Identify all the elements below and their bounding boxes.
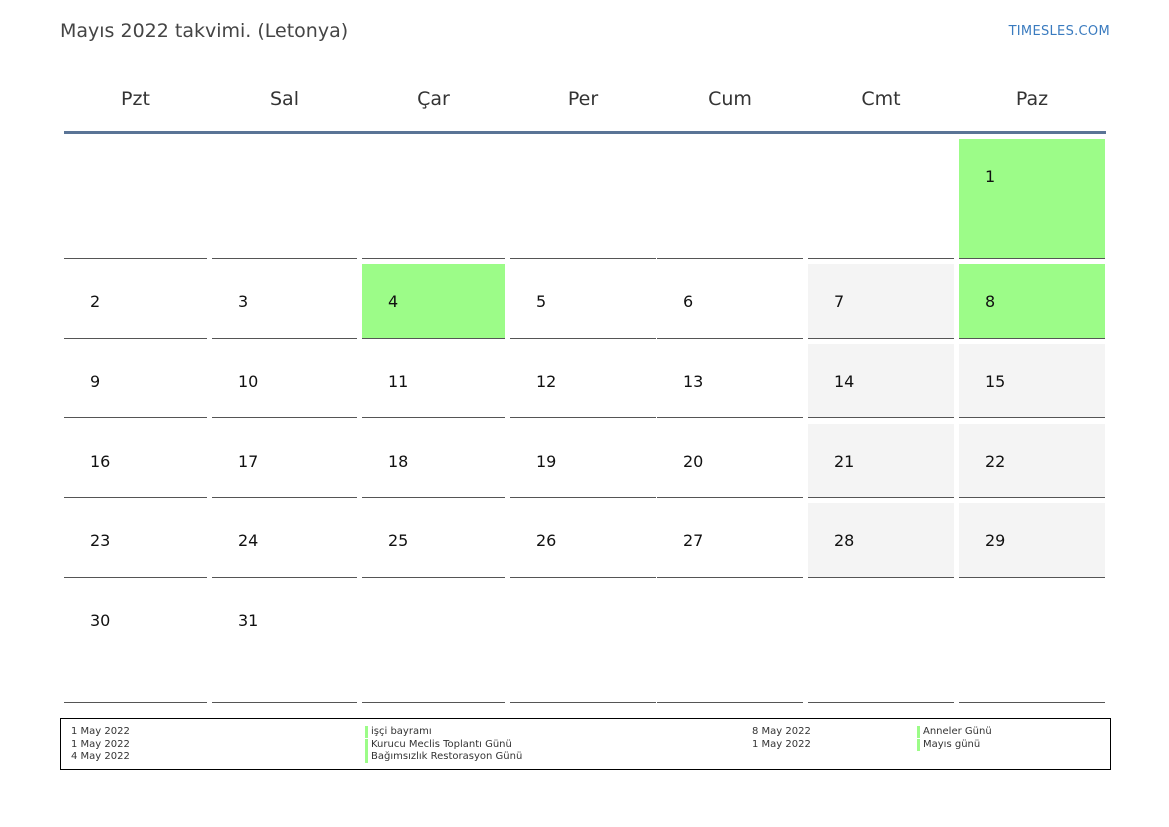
weekday-label: Per	[567, 88, 599, 110]
weekday-label: Çar	[417, 88, 450, 110]
empty-day-cell	[362, 583, 505, 703]
day-cell[interactable]: 11	[362, 344, 505, 418]
day-cell[interactable]: 5	[510, 264, 656, 339]
empty-day-cell	[959, 583, 1105, 703]
legend-holiday-name: işçi bayramı	[365, 726, 432, 738]
empty-day-cell	[510, 139, 656, 259]
day-cell[interactable]: 9	[64, 344, 207, 418]
day-cell[interactable]: 14	[808, 344, 954, 418]
day-cell[interactable]: 20	[657, 424, 803, 498]
day-cell[interactable]: 18	[362, 424, 505, 498]
day-cell[interactable]: 7	[808, 264, 954, 339]
day-number: 17	[238, 452, 259, 471]
day-number: 4	[388, 292, 399, 311]
day-number: 2	[90, 292, 101, 311]
legend-date: 1 May 2022	[71, 726, 130, 737]
empty-day-cell	[808, 139, 954, 259]
weekday-label: Cum	[708, 88, 752, 110]
day-cell[interactable]: 25	[362, 503, 505, 578]
day-number: 16	[90, 452, 111, 471]
day-number: 10	[238, 372, 259, 391]
day-cell[interactable]: 3	[212, 264, 357, 339]
page-title: Mayıs 2022 takvimi. (Letonya)	[60, 20, 349, 42]
weekday-label: Sal	[270, 88, 299, 110]
day-cell[interactable]: 28	[808, 503, 954, 578]
day-number: 28	[834, 531, 855, 550]
weekday-label: Cmt	[861, 88, 901, 110]
day-number: 13	[683, 372, 704, 391]
legend-date: 1 May 2022	[752, 738, 811, 750]
day-cell[interactable]: 19	[510, 424, 656, 498]
day-number: 11	[388, 372, 409, 391]
weekday-label: Pzt	[121, 88, 150, 110]
empty-day-cell	[808, 583, 954, 703]
day-cell[interactable]: 15	[959, 344, 1105, 418]
day-number: 18	[388, 452, 409, 471]
weekday-label: Paz	[1015, 88, 1049, 110]
day-number: 12	[536, 372, 557, 391]
day-number: 6	[683, 292, 694, 311]
day-number: 3	[238, 292, 249, 311]
day-cell[interactable]: 31	[212, 583, 357, 703]
day-cell[interactable]: 26	[510, 503, 656, 578]
day-number: 7	[834, 292, 845, 311]
day-number: 9	[90, 372, 101, 391]
legend-holiday-name: Anneler Günü	[917, 726, 992, 738]
day-number: 8	[985, 292, 996, 311]
legend-holiday-name: Bağımsızlık Restorasyon Günü	[365, 751, 522, 763]
day-cell[interactable]: 12	[510, 344, 656, 418]
day-cell[interactable]: 23	[64, 503, 207, 578]
legend-date: 4 May 2022	[71, 751, 130, 762]
legend-date: 1 May 2022	[71, 738, 130, 750]
weekday-header: Pzt Sal Çar Per Cum Cmt Paz	[64, 84, 1106, 114]
day-number: 25	[388, 531, 409, 550]
day-cell[interactable]: 29	[959, 503, 1105, 578]
day-cell[interactable]: 6	[657, 264, 803, 339]
holiday-legend: 1 May 2022 işçi bayramı 1 May 2022 Kurucu M…	[60, 718, 1111, 770]
empty-day-cell	[64, 139, 207, 259]
day-number: 15	[985, 372, 1006, 391]
day-cell[interactable]: 10	[212, 344, 357, 418]
day-cell[interactable]: 21	[808, 424, 954, 498]
day-number: 22	[985, 452, 1006, 471]
empty-day-cell	[362, 139, 505, 259]
empty-day-cell	[657, 583, 803, 703]
day-number: 31	[238, 611, 259, 630]
day-cell[interactable]: 2	[64, 264, 207, 339]
day-cell[interactable]: 17	[212, 424, 357, 498]
day-number: 14	[834, 372, 855, 391]
day-cell[interactable]: 8	[959, 264, 1105, 339]
day-cell[interactable]: 16	[64, 424, 207, 498]
empty-day-cell	[510, 583, 656, 703]
day-cell[interactable]: 1	[959, 139, 1105, 259]
day-cell[interactable]: 22	[959, 424, 1105, 498]
day-number: 26	[536, 531, 557, 550]
day-number: 20	[683, 452, 704, 471]
day-number: 29	[985, 531, 1006, 550]
day-number: 5	[536, 292, 547, 311]
day-cell[interactable]: 27	[657, 503, 803, 578]
legend-date: 8 May 2022	[752, 726, 811, 737]
day-number: 1	[985, 167, 996, 186]
day-number: 27	[683, 531, 704, 550]
day-number: 19	[536, 452, 557, 471]
brand-link[interactable]: TIMESLES.COM	[1008, 24, 1110, 39]
day-cell[interactable]: 4	[362, 264, 505, 339]
day-number: 21	[834, 452, 855, 471]
legend-holiday-name: Mayıs günü	[917, 738, 980, 751]
day-cell[interactable]: 30	[64, 583, 207, 703]
day-number: 30	[90, 611, 111, 630]
empty-day-cell	[657, 139, 803, 259]
day-cell[interactable]: 24	[212, 503, 357, 578]
day-number: 23	[90, 531, 111, 550]
day-number: 24	[238, 531, 259, 550]
header-divider	[64, 131, 1106, 134]
day-cell[interactable]: 13	[657, 344, 803, 418]
legend-holiday-name: Kurucu Meclis Toplantı Günü	[365, 738, 512, 751]
empty-day-cell	[212, 139, 357, 259]
